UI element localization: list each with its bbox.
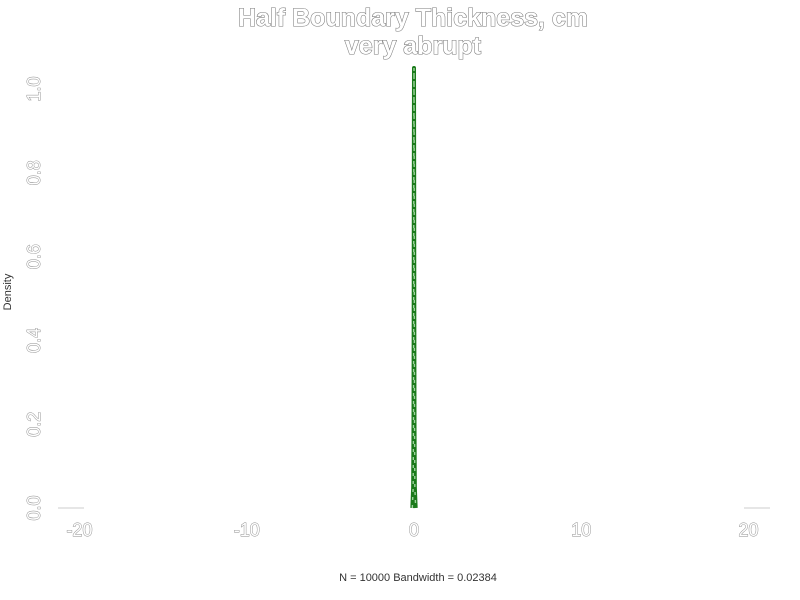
x-tick-label: 20: [739, 520, 759, 540]
x-tick-label: -10: [234, 520, 260, 540]
y-tick-label: 0.4: [24, 328, 44, 353]
x-axis-label: N = 10000 Bandwidth = 0.02384: [339, 572, 497, 584]
y-axis-ticks: 0.0 0.2 0.4 0.6 0.8 1.0: [24, 76, 45, 521]
y-tick-label: 0.0: [24, 495, 44, 520]
y-tick-label: 0.6: [24, 244, 44, 269]
y-tick-label: 1.0: [24, 76, 44, 101]
y-axis-label: Density: [2, 273, 14, 310]
chart-title: Half Boundary Thickness, cm: [238, 4, 588, 32]
x-tick-label: -20: [66, 520, 92, 540]
y-tick-label: 0.2: [24, 412, 44, 437]
density-line-dash-overlay: [411, 67, 417, 509]
x-tick-label: 0: [409, 520, 419, 540]
density-series: [410, 66, 418, 509]
chart-subtitle: very abrupt: [345, 32, 482, 60]
y-tick-label: 0.8: [24, 160, 44, 185]
x-axis-ticks: -20 -10 0 10 20: [66, 520, 759, 541]
x-tick-label: 10: [571, 520, 591, 540]
